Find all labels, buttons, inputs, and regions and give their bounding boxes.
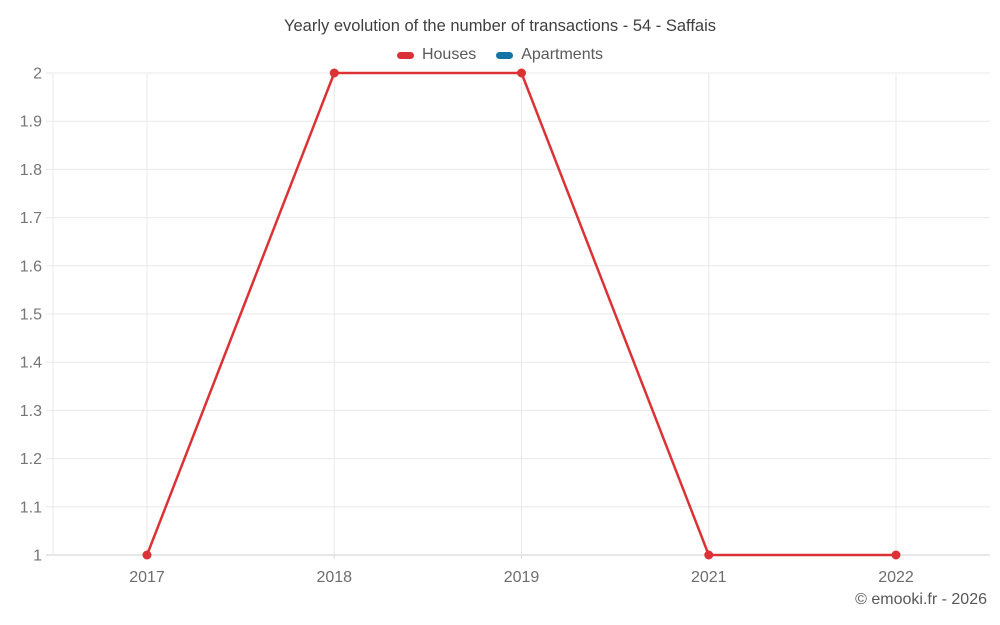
- y-axis-tick-label: 1.3: [20, 403, 42, 420]
- apartments-series-swatch-icon: [496, 51, 514, 59]
- y-axis-tick-label: 1: [33, 548, 42, 565]
- legend-item-houses[interactable]: Houses: [396, 46, 477, 64]
- data-point-houses-2019[interactable]: [517, 68, 526, 78]
- y-axis-tick-label: 1.4: [20, 355, 42, 372]
- y-axis-tick-label: 1.9: [20, 114, 42, 131]
- x-axis-tick-label: 2022: [878, 569, 914, 586]
- y-axis-tick-label: 1.8: [20, 162, 42, 179]
- data-point-houses-2018[interactable]: [329, 68, 339, 78]
- legend-label-apartments: Apartments: [521, 46, 604, 63]
- legend-label-houses: Houses: [421, 46, 477, 63]
- chart-legend: Houses Apartments: [0, 46, 1000, 64]
- y-axis-tick-label: 1.7: [20, 210, 42, 227]
- y-axis-tick-label: 1.2: [20, 451, 42, 468]
- x-axis-tick-label: 2021: [691, 569, 727, 586]
- chart-title: Yearly evolution of the number of transa…: [284, 17, 716, 35]
- data-point-houses-2021[interactable]: [704, 550, 714, 560]
- y-axis-tick-label: 1.6: [20, 258, 42, 275]
- x-axis-tick-label: 2017: [129, 569, 165, 586]
- legend-item-apartments[interactable]: Apartments: [496, 46, 603, 64]
- houses-series-swatch-icon: [396, 51, 414, 59]
- credit-text: © emooki.fr - 2026: [855, 591, 987, 608]
- x-axis-tick-label: 2019: [504, 569, 540, 586]
- x-axis-tick-label: 2018: [316, 569, 352, 586]
- data-point-houses-2017[interactable]: [142, 550, 152, 560]
- y-axis-tick-label: 1.5: [20, 307, 42, 324]
- y-axis-tick-label: 1.1: [20, 499, 42, 516]
- y-axis-tick-label: 2: [33, 66, 42, 83]
- data-point-houses-2022[interactable]: [891, 550, 901, 560]
